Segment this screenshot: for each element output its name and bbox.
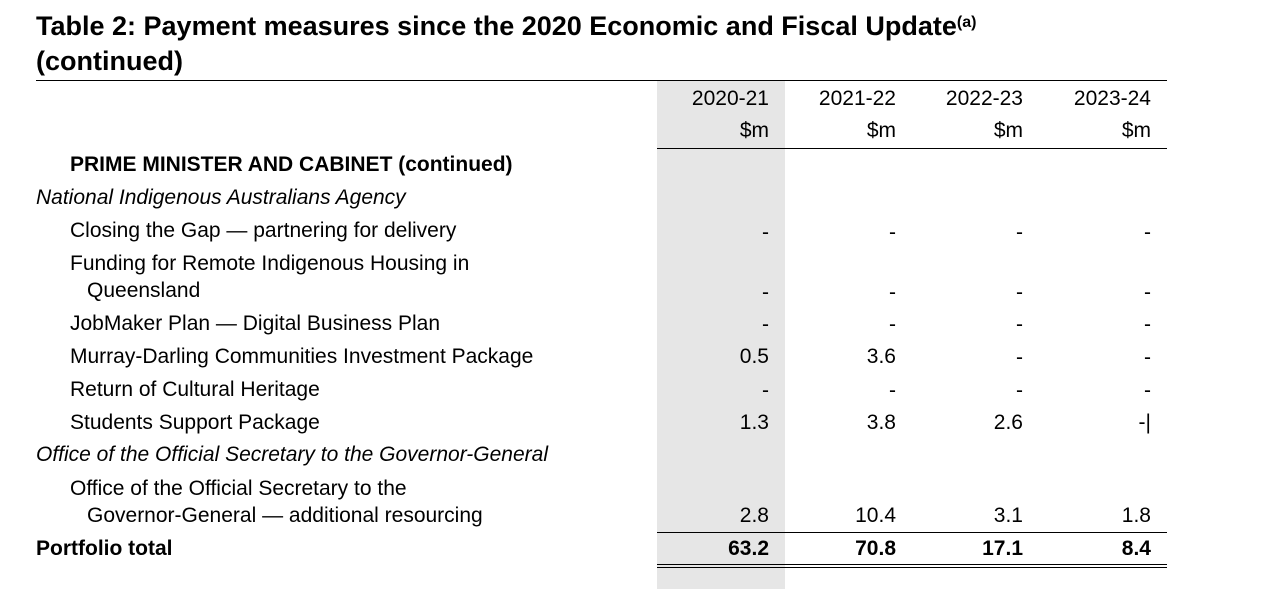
row-value: - [1016,313,1023,336]
column-header-unit: $m [866,119,896,142]
column-header-year: 2021-22 [818,87,896,110]
row-label-continuation: Queensland [87,279,201,302]
column-header-year: 2022-23 [945,87,1023,110]
row-value: - [1016,379,1023,402]
total-double-rule [657,567,1167,568]
column-header-unit: $m [739,119,769,142]
row-label: Murray-Darling Communities Investment Pa… [70,345,534,368]
row-label: JobMaker Plan — Digital Business Plan [70,312,441,335]
row-value: 3.8 [866,411,896,434]
row-value: - [1144,221,1151,244]
row-value: - [762,281,769,304]
header-bottom-rule [657,148,1167,149]
total-bottom-rule [657,564,1167,565]
row-label: Closing the Gap — partnering for deliver… [70,219,457,242]
title-main: Table 2: Payment measures since the 2020… [36,11,957,41]
column-header-year: 2020-21 [691,87,769,110]
row-value: 10.4 [855,504,896,527]
row-value: 0.5 [739,345,769,368]
agency-name: Office of the Official Secretary to the … [36,443,549,466]
row-label: Office of the Official Secretary to the [70,477,407,500]
column-header-year: 2023-24 [1073,87,1151,110]
total-label: Portfolio total [36,537,173,560]
title-continued: (continued) [36,46,183,76]
row-value: - [1144,313,1151,336]
row-value: 1.8 [1121,504,1151,527]
agency-name: National Indigenous Australians Agency [36,186,406,209]
row-value: - [762,379,769,402]
total-top-rule [657,532,1167,533]
row-value: 3.6 [866,345,896,368]
row-value: 2.6 [993,411,1023,434]
total-value: 63.2 [728,537,769,560]
total-value: 17.1 [982,537,1023,560]
row-value: - [762,313,769,336]
row-label: Return of Cultural Heritage [70,378,320,401]
row-value: 1.3 [739,411,769,434]
row-label: Students Support Package [70,411,320,434]
row-value: 2.8 [739,504,769,527]
row-value: - [762,221,769,244]
row-value: - [1144,379,1151,402]
total-value: 70.8 [855,537,896,560]
row-value: - [1144,346,1151,369]
row-value: - [1016,281,1023,304]
row-label-continuation: Governor-General — additional resourcing [87,504,483,527]
column-header-unit: $m [1121,119,1151,142]
highlighted-column-background [657,80,785,589]
row-value: - [1144,281,1151,304]
row-value: 3.1 [993,504,1023,527]
section-heading: PRIME MINISTER AND CABINET (continued) [70,153,513,176]
header-top-rule [36,80,1167,81]
row-value: - [1016,221,1023,244]
row-value: - [1016,346,1023,369]
row-value: -| [1138,411,1151,434]
row-value: - [889,379,896,402]
title-footnote: (a) [956,14,977,31]
total-value: 8.4 [1121,537,1151,560]
row-value: - [889,313,896,336]
row-value: - [889,221,896,244]
row-label: Funding for Remote Indigenous Housing in [70,252,470,275]
column-header-unit: $m [993,119,1023,142]
table-title: Table 2: Payment measures since the 2020… [36,9,1136,79]
row-value: - [889,281,896,304]
